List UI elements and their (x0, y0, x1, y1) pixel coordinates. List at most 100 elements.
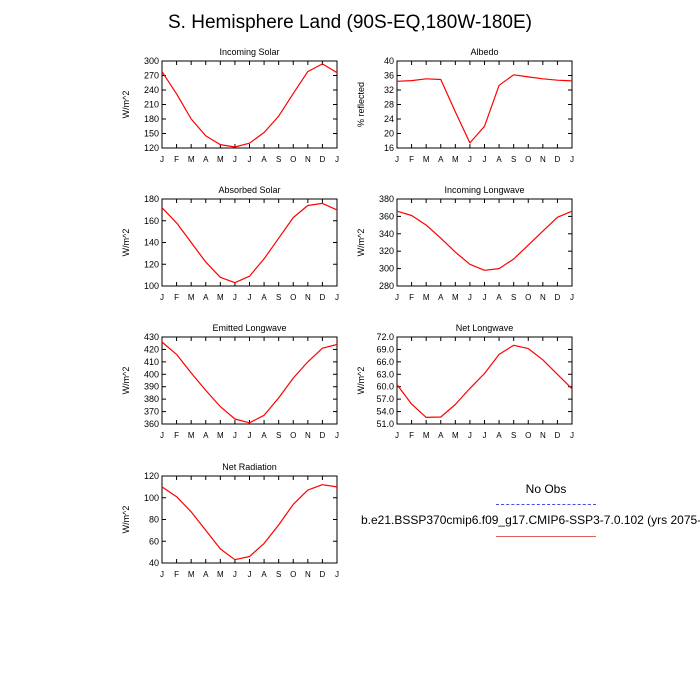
x-tick-label: J (335, 570, 339, 579)
x-tick-label: A (496, 155, 502, 164)
y-tick-label: 120 (144, 471, 159, 481)
x-tick-label: J (570, 293, 574, 302)
series-line (161, 202, 338, 284)
x-tick-label: N (305, 570, 311, 579)
x-tick-label: M (423, 293, 430, 302)
y-tick-label: 280 (379, 281, 394, 291)
x-tick-label: J (248, 155, 252, 164)
panel-title: Incoming Longwave (444, 185, 524, 195)
x-tick-label: M (423, 431, 430, 440)
y-tick-label: 60 (149, 536, 159, 546)
x-tick-label: N (540, 431, 546, 440)
x-tick-label: A (438, 155, 444, 164)
x-tick-label: F (409, 431, 414, 440)
x-tick-label: A (438, 293, 444, 302)
series-line (161, 484, 338, 561)
y-tick-label: 72.0 (376, 332, 394, 342)
series-line (396, 74, 573, 144)
x-tick-label: M (188, 431, 195, 440)
x-tick-label: D (320, 155, 326, 164)
y-tick-label: 32 (384, 85, 394, 95)
series-line (161, 341, 338, 424)
y-axis-label: W/m^2 (121, 506, 131, 534)
x-tick-label: M (188, 155, 195, 164)
y-tick-label: 370 (144, 407, 159, 417)
x-tick-label: A (261, 570, 267, 579)
y-tick-label: 160 (144, 216, 159, 226)
x-tick-label: J (395, 431, 399, 440)
x-tick-label: J (160, 570, 164, 579)
y-tick-label: 120 (144, 143, 159, 153)
x-tick-label: J (160, 293, 164, 302)
y-tick-label: 51.0 (376, 419, 394, 429)
y-tick-label: 240 (144, 85, 159, 95)
x-tick-label: S (511, 155, 516, 164)
y-tick-label: 16 (384, 143, 394, 153)
x-tick-label: M (452, 293, 459, 302)
x-tick-label: M (217, 431, 224, 440)
x-tick-label: A (203, 293, 209, 302)
x-tick-label: S (276, 431, 281, 440)
plot-frame (161, 60, 338, 149)
y-tick-label: 150 (144, 129, 159, 139)
x-tick-label: N (540, 155, 546, 164)
x-tick-label: M (423, 155, 430, 164)
x-tick-label: F (174, 431, 179, 440)
y-tick-label: 410 (144, 357, 159, 367)
x-tick-label: M (188, 570, 195, 579)
x-tick-label: D (320, 570, 326, 579)
x-tick-label: J (468, 293, 472, 302)
y-tick-label: 420 (144, 344, 159, 354)
x-tick-label: M (188, 293, 195, 302)
x-tick-label: F (174, 293, 179, 302)
legend-obs-label: No Obs (525, 482, 567, 496)
y-tick-label: 63.0 (376, 369, 394, 379)
y-tick-label: 100 (144, 493, 159, 503)
x-tick-label: S (276, 570, 281, 579)
y-tick-label: 210 (144, 100, 159, 110)
y-axis-label: % reflected (356, 82, 366, 127)
y-tick-label: 24 (384, 114, 394, 124)
y-tick-label: 66.0 (376, 357, 394, 367)
x-tick-label: J (570, 431, 574, 440)
x-tick-label: N (305, 155, 311, 164)
x-tick-label: F (409, 155, 414, 164)
y-tick-label: 300 (144, 56, 159, 66)
y-tick-label: 36 (384, 71, 394, 81)
y-tick-label: 57.0 (376, 394, 394, 404)
x-tick-label: J (160, 155, 164, 164)
y-tick-label: 28 (384, 100, 394, 110)
x-tick-label: A (203, 570, 209, 579)
x-tick-label: J (395, 155, 399, 164)
x-tick-label: J (335, 431, 339, 440)
panel-title: Absorbed Solar (218, 185, 280, 195)
y-tick-label: 390 (144, 382, 159, 392)
x-tick-label: J (335, 293, 339, 302)
page-title: S. Hemisphere Land (90S-EQ,180W-180E) (168, 12, 532, 33)
y-tick-label: 380 (379, 194, 394, 204)
x-tick-label: O (290, 293, 296, 302)
x-tick-label: D (320, 431, 326, 440)
x-tick-label: O (525, 431, 531, 440)
y-tick-label: 20 (384, 129, 394, 139)
y-tick-label: 54.0 (376, 407, 394, 417)
x-tick-label: A (203, 155, 209, 164)
x-tick-label: D (555, 293, 561, 302)
x-tick-label: O (290, 570, 296, 579)
plot-frame (396, 198, 573, 287)
x-tick-label: J (395, 293, 399, 302)
x-tick-label: D (320, 293, 326, 302)
panel-title: Net Radiation (222, 462, 277, 472)
x-tick-label: A (261, 431, 267, 440)
x-tick-label: N (305, 293, 311, 302)
x-tick-label: J (468, 431, 472, 440)
x-tick-label: J (248, 570, 252, 579)
x-tick-label: S (276, 155, 281, 164)
y-axis-label: W/m^2 (356, 367, 366, 395)
x-tick-label: A (438, 431, 444, 440)
x-tick-label: S (276, 293, 281, 302)
series-line (161, 63, 338, 148)
x-tick-label: A (203, 431, 209, 440)
y-tick-label: 40 (149, 558, 159, 568)
y-tick-label: 380 (144, 394, 159, 404)
